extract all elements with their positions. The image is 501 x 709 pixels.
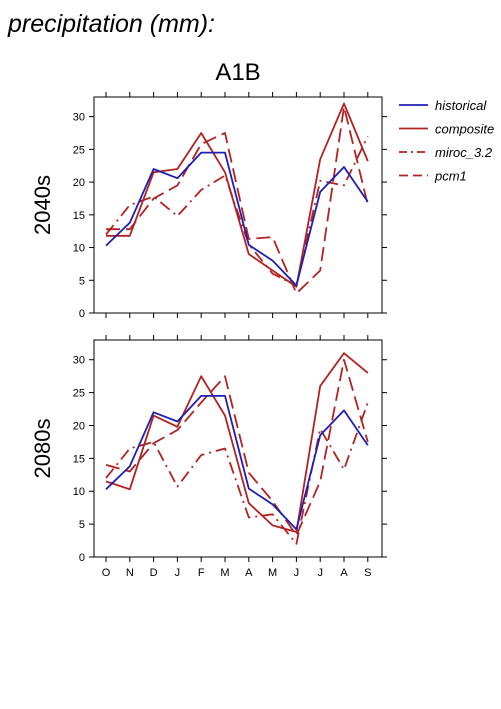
- y-tick-label: 10: [73, 486, 85, 498]
- y-tick-label: 30: [73, 355, 85, 367]
- scenario-title: A1B: [215, 59, 260, 86]
- y-tick-label: 25: [73, 388, 85, 400]
- x-tick-label: N: [126, 567, 134, 579]
- legend: historical composite miroc_3.2 pcm1: [399, 98, 494, 184]
- figure-title: precipitation (mm):: [7, 10, 215, 38]
- y-tick-label: 10: [73, 243, 85, 255]
- legend-label: composite: [435, 122, 494, 137]
- x-tick-label: J: [317, 567, 323, 579]
- plot-frame: [93, 96, 383, 314]
- y-tick-label: 15: [73, 210, 85, 222]
- x-tick-label: M: [268, 567, 277, 579]
- x-tick-label: J: [175, 567, 181, 579]
- panel-2040s: 0 5 10 15 20 25 30 2040s: [30, 92, 387, 320]
- series-line-composite: [105, 352, 369, 533]
- x-tick-label: O: [102, 567, 111, 579]
- legend-label: miroc_3.2: [435, 145, 493, 160]
- x-tick-label: S: [364, 567, 371, 579]
- series-line-historical: [105, 394, 369, 531]
- plot-frame: [93, 339, 383, 558]
- y-tick-label: 0: [79, 552, 85, 564]
- y-tick-label: 20: [73, 420, 85, 432]
- x-tick-label: J: [294, 567, 300, 579]
- series-line-pcm1: [105, 358, 369, 537]
- y-tick-label: 15: [73, 453, 85, 465]
- x-tick-label: D: [150, 567, 158, 579]
- y-tick-label: 0: [79, 308, 85, 320]
- panel-2080s: 0 5 10 15 20 25 30 O N D J F M A M J J A S 2080s: [30, 335, 387, 579]
- y-tick-label: 5: [79, 519, 85, 531]
- y-tick-label: 5: [79, 275, 85, 287]
- x-tick-label: A: [340, 567, 348, 579]
- x-tick-label: F: [198, 567, 205, 579]
- y-tick-label: 30: [73, 112, 85, 124]
- panel-ylabel: 2080s: [30, 419, 55, 479]
- y-tick-label: 20: [73, 177, 85, 189]
- legend-label: pcm1: [434, 169, 467, 184]
- y-tick-label: 25: [73, 144, 85, 156]
- legend-label: historical: [435, 98, 487, 113]
- panel-ylabel: 2040s: [30, 175, 55, 235]
- series-line-miroc-3-2: [105, 402, 369, 545]
- series-line-composite: [106, 102, 369, 288]
- x-tick-label: M: [220, 567, 229, 579]
- series-line-miroc-3-2: [105, 135, 369, 287]
- series-line-historical: [105, 151, 369, 287]
- x-tick-label: A: [245, 567, 253, 579]
